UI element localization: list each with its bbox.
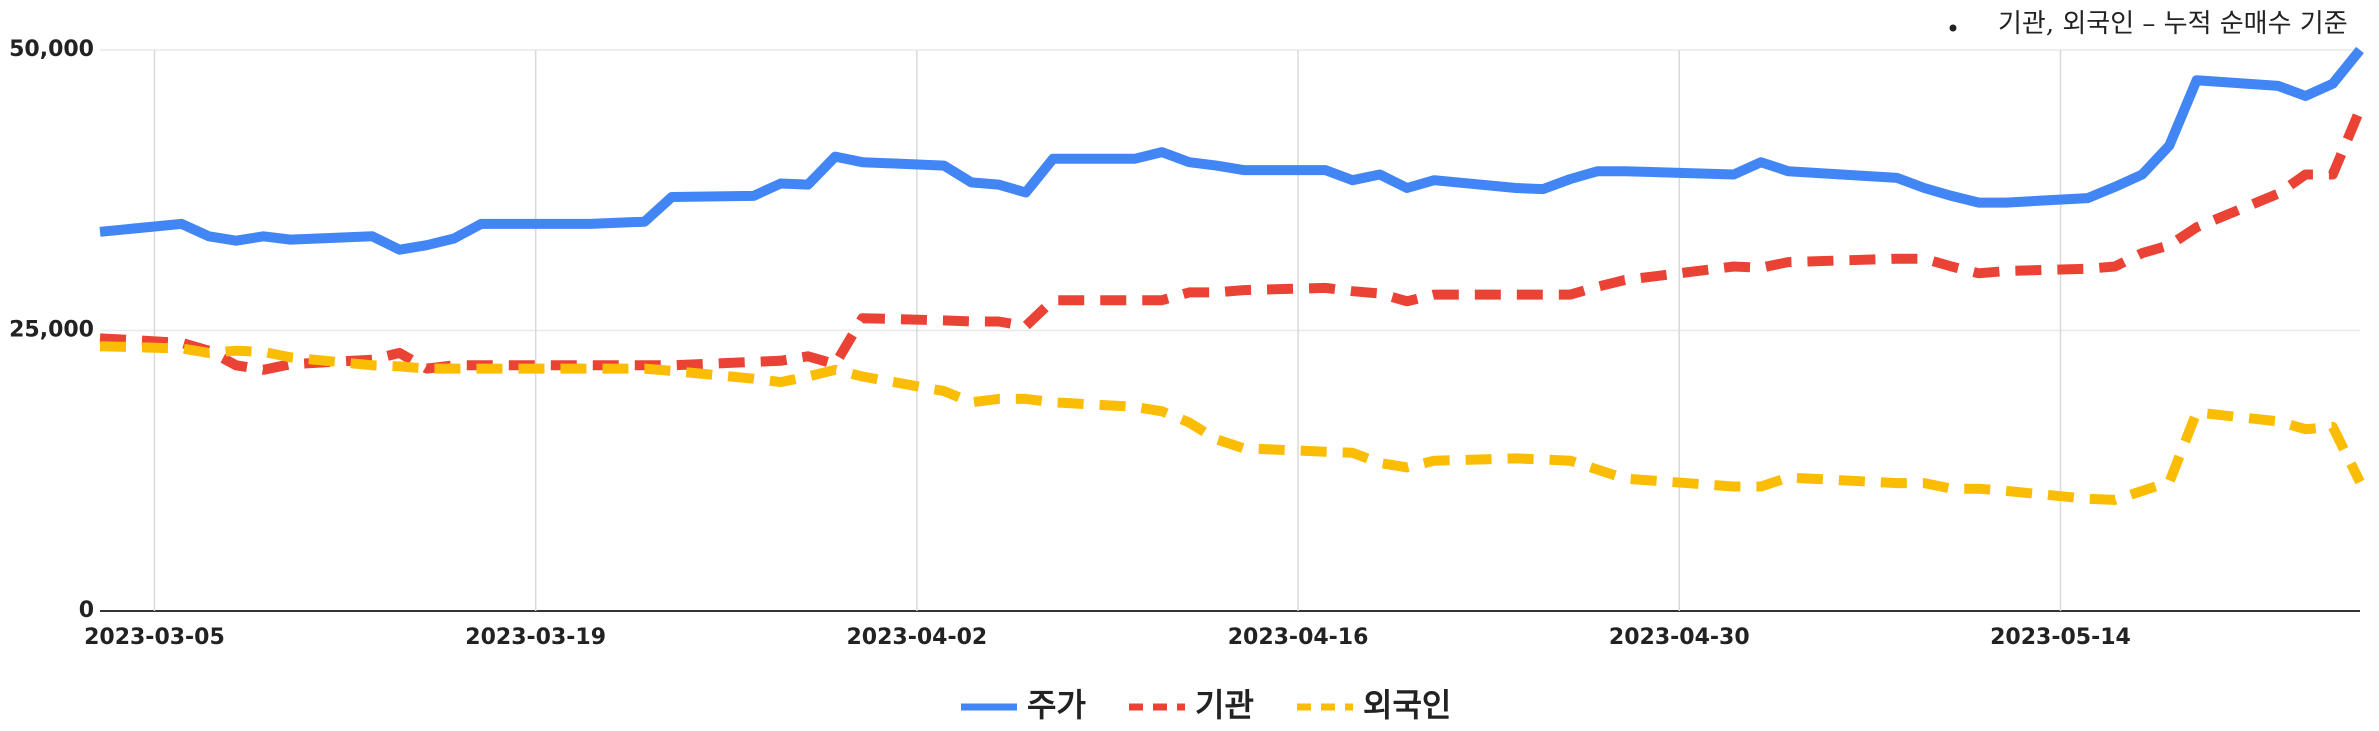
y-tick-label: 50,000 [9, 37, 94, 62]
x-tick-label: 2023-04-30 [1609, 625, 1750, 650]
annotation-bullet [1949, 24, 1957, 32]
x-tick-label: 2023-05-14 [1990, 625, 2131, 650]
x-tick-label: 2023-03-19 [465, 625, 606, 650]
x-tick-label: 2023-04-16 [1228, 625, 1369, 650]
legend-label: 주가 [1027, 686, 1086, 724]
series-line [99, 107, 2365, 375]
legend-label: 기관 [1195, 686, 1254, 724]
y-tick-label: 25,000 [9, 318, 94, 343]
x-tick-label: 2023-03-05 [84, 625, 225, 650]
y-tick-label: 0 [79, 598, 94, 623]
series-line [99, 341, 2365, 505]
x-tick-label: 2023-04-02 [847, 625, 988, 650]
legend-label: 외국인 [1363, 686, 1451, 724]
series-line [99, 46, 2364, 255]
annotation: 기관, 외국인 – 누적 순매수 기준 [1998, 9, 2348, 39]
